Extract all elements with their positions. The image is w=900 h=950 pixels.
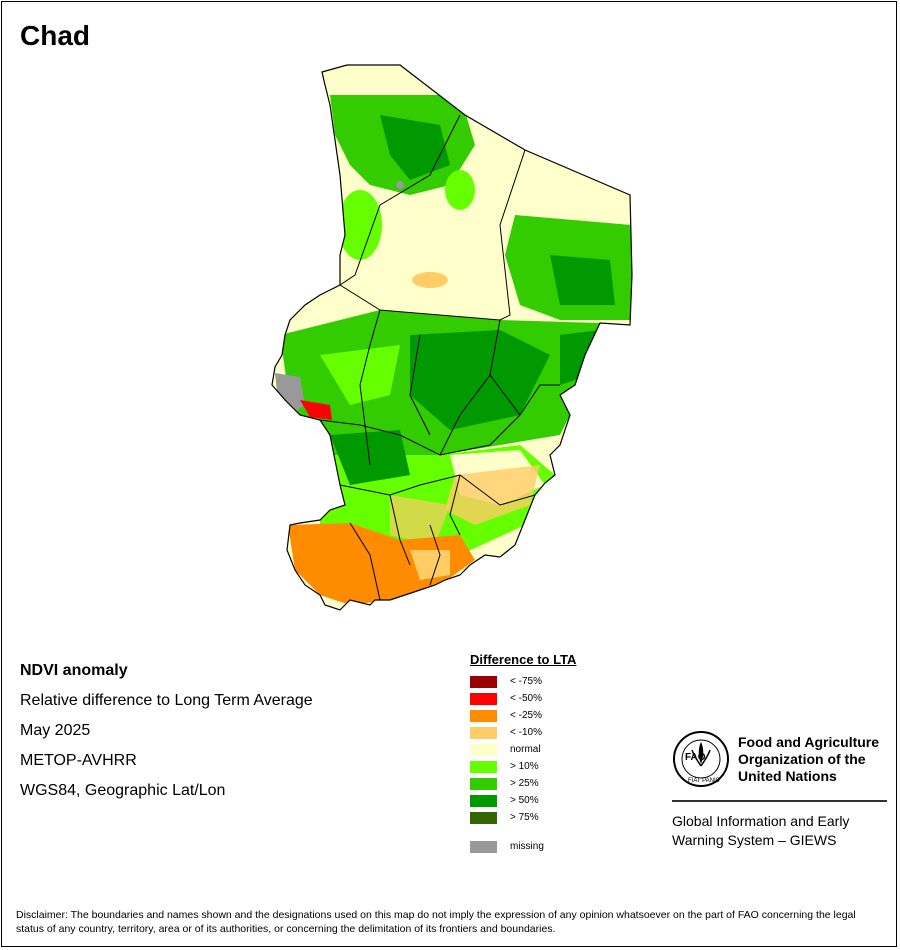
fao-name: Food and Agriculture Organization of the… — [738, 734, 900, 785]
fao-logo-icon: FAO FIAT PANIS — [673, 731, 729, 787]
info-period: May 2025 — [20, 722, 91, 739]
legend-label: < -10% — [510, 727, 542, 738]
legend-item: normal — [470, 741, 576, 758]
legend-swatch — [470, 692, 497, 705]
legend-swatch — [470, 726, 497, 739]
fao-name-line: Food and Agriculture — [738, 734, 880, 750]
legend-label: > 75% — [510, 812, 539, 823]
info-sensor: METOP-AVHRR — [20, 752, 137, 769]
fao-name-line: Organization of the — [738, 751, 866, 767]
legend-swatch — [470, 777, 497, 790]
legend: Difference to LTA < -75% < -50% < -25% < -1… — [470, 652, 576, 855]
legend-label: > 50% — [510, 795, 539, 806]
legend-item: < -50% — [470, 690, 576, 707]
legend-swatch — [470, 794, 497, 807]
map-title: Chad — [20, 20, 90, 51]
legend-label: normal — [510, 744, 541, 755]
legend-item: < -75% — [470, 673, 576, 690]
legend-swatch — [470, 743, 497, 756]
info-projection: WGS84, Geographic Lat/Lon — [20, 782, 226, 799]
giews-line: Warning System – GIEWS — [672, 832, 837, 848]
legend-item: < -10% — [470, 724, 576, 741]
disclaimer: Disclaimer: The boundaries and names sho… — [16, 909, 856, 935]
legend-title: Difference to LTA — [470, 652, 577, 667]
svg-text:FIAT PANIS: FIAT PANIS — [688, 778, 720, 784]
legend-swatch — [470, 811, 497, 824]
fao-name-line: United Nations — [738, 768, 837, 784]
info-description: Relative difference to Long Term Average — [20, 692, 313, 709]
map-info: NDVI anomaly Relative difference to Long… — [20, 656, 313, 806]
legend-swatch — [470, 760, 497, 773]
legend-item: > 25% — [470, 775, 576, 792]
legend-swatch — [470, 709, 497, 722]
legend-label: < -75% — [510, 676, 542, 687]
legend-label: < -50% — [510, 693, 542, 704]
svg-text:FAO: FAO — [685, 752, 706, 763]
fao-branding: FAO FIAT PANIS Food and Agriculture Orga… — [672, 730, 887, 848]
legend-swatch — [470, 840, 497, 853]
legend-item: > 50% — [470, 792, 576, 809]
legend-item: > 10% — [470, 758, 576, 775]
info-product: NDVI anomaly — [20, 662, 128, 679]
legend-label: < -25% — [510, 710, 542, 721]
legend-label: missing — [510, 841, 544, 852]
legend-item: < -25% — [470, 707, 576, 724]
legend-item-missing: missing — [470, 838, 576, 855]
legend-swatch — [470, 675, 497, 688]
giews-name: Global Information and Early Warning Sys… — [672, 812, 900, 850]
legend-label: > 25% — [510, 778, 539, 789]
divider — [672, 800, 887, 802]
legend-label: > 10% — [510, 761, 539, 772]
legend-item: > 75% — [470, 809, 576, 826]
chad-ndvi-map — [271, 64, 633, 611]
giews-line: Global Information and Early — [672, 813, 850, 829]
